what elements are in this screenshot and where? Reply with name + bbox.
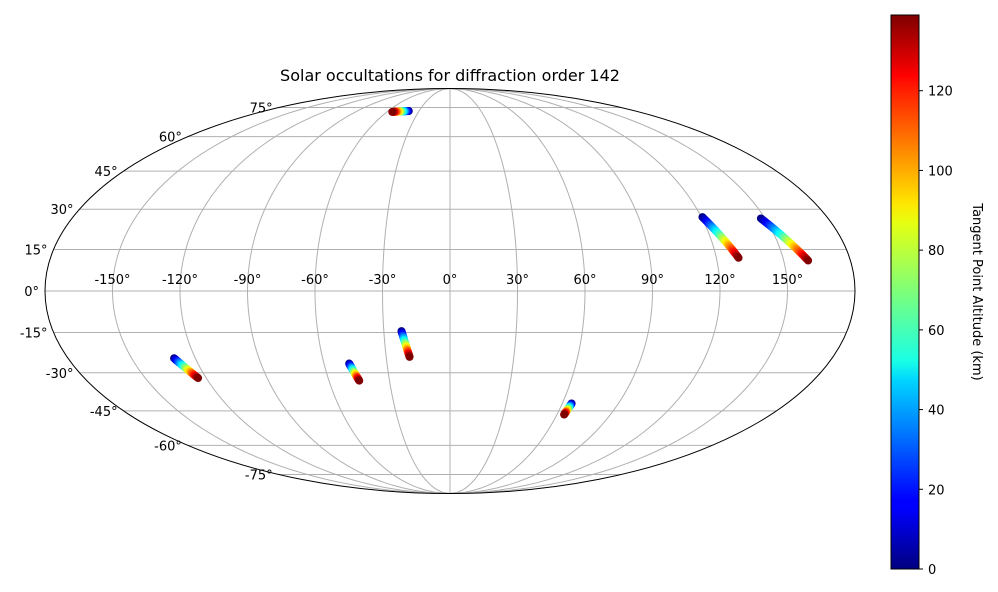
data-point bbox=[355, 376, 364, 385]
lon-tick-label: 0° bbox=[443, 273, 458, 288]
occultation-track bbox=[756, 214, 813, 265]
lat-tick-label: 45° bbox=[95, 165, 118, 180]
lon-tick-label: -30° bbox=[369, 273, 397, 288]
lon-tick-label: 60° bbox=[573, 273, 596, 288]
colorbar-tick-label: 120 bbox=[928, 85, 953, 100]
colorbar-tick-label: 80 bbox=[928, 244, 945, 259]
data-point bbox=[804, 256, 813, 265]
data-point bbox=[388, 107, 397, 116]
lon-tick-label: -90° bbox=[234, 273, 262, 288]
lat-tick-label: -45° bbox=[90, 405, 118, 420]
lat-tick-label: 75° bbox=[250, 102, 273, 117]
colorbar-label: Tangent Point Altitude (km) bbox=[969, 202, 984, 380]
lon-tick-label: 120° bbox=[704, 273, 735, 288]
lat-tick-label: 15° bbox=[25, 244, 48, 259]
colorbar-tick-label: 20 bbox=[928, 483, 945, 498]
lon-tick-label: -60° bbox=[301, 273, 329, 288]
occultation-track bbox=[170, 354, 203, 383]
chart-title: Solar occultations for diffraction order… bbox=[280, 66, 620, 85]
colorbar-tick-label: 40 bbox=[928, 404, 945, 419]
colorbar-tick-label: 100 bbox=[928, 164, 953, 179]
data-point bbox=[734, 253, 743, 262]
longitude-tick-labels: -150° -120° -90° -60° -30° 0° 30° 60° 90° 120° 150… bbox=[94, 273, 803, 288]
latitude-tick-labels: 75° 60° 45° 30° 15° 0° -15° -30° -45° -60° -75° bbox=[20, 102, 273, 484]
lon-tick-label: -150° bbox=[94, 273, 130, 288]
occultation-track bbox=[388, 106, 413, 116]
colorbar-ticks: 0 20 40 60 80 100 120 bbox=[919, 85, 953, 578]
lon-tick-label: 90° bbox=[641, 273, 664, 288]
occultation-track bbox=[345, 359, 364, 385]
lat-tick-label: -75° bbox=[245, 468, 273, 483]
colorbar-tick-label: 0 bbox=[928, 563, 936, 578]
globe-outline bbox=[44, 88, 856, 494]
lon-tick-label: 150° bbox=[772, 273, 803, 288]
occultation-track bbox=[397, 327, 414, 361]
colorbar: 0 20 40 60 80 100 120 Tangent Point Altitude (… bbox=[890, 14, 984, 578]
colorbar-tick-label: 60 bbox=[928, 324, 945, 339]
lon-tick-label: 30° bbox=[506, 273, 529, 288]
occultation-track bbox=[560, 399, 576, 419]
lat-tick-label: -60° bbox=[154, 439, 182, 454]
occultation-track bbox=[698, 213, 743, 262]
graticule bbox=[45, 88, 855, 494]
lat-tick-label: 60° bbox=[159, 131, 182, 146]
data-point bbox=[560, 410, 569, 419]
lat-tick-label: 0° bbox=[24, 285, 39, 300]
lat-tick-label: -30° bbox=[46, 367, 74, 382]
lat-tick-label: -15° bbox=[20, 326, 48, 341]
data-point bbox=[405, 352, 414, 361]
occultation-points bbox=[170, 106, 813, 419]
lon-tick-label: -120° bbox=[162, 273, 198, 288]
data-point bbox=[194, 374, 203, 383]
lat-tick-label: 30° bbox=[50, 203, 73, 218]
colorbar-gradient bbox=[890, 14, 920, 570]
